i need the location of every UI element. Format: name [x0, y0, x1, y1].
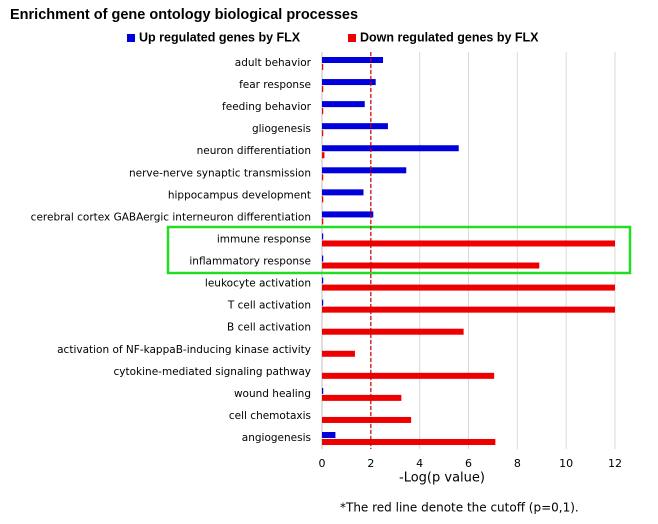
- bar: [322, 255, 324, 262]
- bar: [322, 174, 324, 181]
- x-tick-label: 4: [416, 457, 423, 470]
- bar: [322, 64, 324, 70]
- x-tick-label: 12: [608, 457, 622, 470]
- bar: [322, 394, 402, 401]
- bar: [322, 233, 324, 240]
- y-tick-label: cytokine-mediated signaling pathway: [114, 366, 311, 378]
- legend-swatch: [127, 34, 135, 42]
- bar: [322, 439, 496, 445]
- bar: [322, 372, 495, 379]
- bar: [322, 306, 615, 313]
- y-tick-label: inflammatory response: [189, 256, 311, 268]
- bar: [322, 196, 324, 203]
- highlight-box: [166, 225, 632, 275]
- bar: [322, 350, 355, 357]
- y-tick-label: leukocyte activation: [205, 278, 311, 290]
- bar: [322, 123, 388, 130]
- y-tick-label: fear response: [239, 79, 311, 91]
- footnote: *The red line denote the cutoff (p=0,1).: [340, 501, 579, 515]
- bar: [322, 145, 459, 152]
- y-tick-label: activation of NF-kappaB-inducing kinase …: [57, 344, 311, 356]
- bar: [322, 416, 412, 423]
- y-tick-label: adult behavior: [235, 57, 312, 69]
- bar: [322, 262, 540, 269]
- bar: [322, 108, 324, 115]
- bar: [322, 79, 376, 86]
- bar: [322, 86, 324, 93]
- x-tick-label: 6: [465, 457, 472, 470]
- bar: [322, 387, 324, 394]
- x-tick-label: 8: [514, 457, 521, 470]
- x-tick-label: 10: [559, 457, 573, 470]
- bar: [322, 240, 615, 247]
- bar: [322, 152, 325, 159]
- bar: [322, 328, 464, 335]
- bar: [322, 299, 324, 306]
- bar: [322, 57, 384, 63]
- y-tick-label: wound healing: [234, 388, 311, 400]
- bar: [322, 277, 324, 284]
- y-tick-label: nerve-nerve synaptic transmission: [129, 167, 311, 179]
- bar: [322, 101, 365, 108]
- bar: [322, 130, 324, 137]
- bar: [322, 432, 336, 438]
- y-tick-label: cerebral cortex GABAergic interneuron di…: [31, 211, 311, 223]
- bar: [322, 167, 407, 174]
- chart-title: Enrichment of gene ontology biological p…: [10, 7, 358, 23]
- y-tick-label: T cell activation: [227, 300, 311, 312]
- bar: [322, 189, 364, 196]
- bar: [322, 211, 374, 218]
- y-tick-label: angiogenesis: [242, 432, 311, 444]
- y-tick-label: B cell activation: [227, 322, 311, 334]
- x-axis-label: -Log(p value): [399, 471, 485, 486]
- y-tick-label: immune response: [217, 233, 311, 245]
- x-tick-label: 0: [319, 457, 326, 470]
- y-tick-label: cell chemotaxis: [229, 410, 311, 422]
- legend-label: Down regulated genes by FLX: [360, 30, 539, 44]
- legend-swatch: [348, 34, 356, 42]
- bar: [322, 284, 615, 291]
- y-tick-label: neuron differentiation: [197, 145, 311, 157]
- y-tick-label: hippocampus development: [168, 189, 311, 201]
- y-tick-label: feeding behavior: [222, 101, 312, 113]
- y-tick-label: gliogenesis: [252, 123, 311, 135]
- legend-label: Up regulated genes by FLX: [139, 30, 301, 44]
- bar: [322, 218, 324, 225]
- x-tick-label: 2: [367, 457, 374, 470]
